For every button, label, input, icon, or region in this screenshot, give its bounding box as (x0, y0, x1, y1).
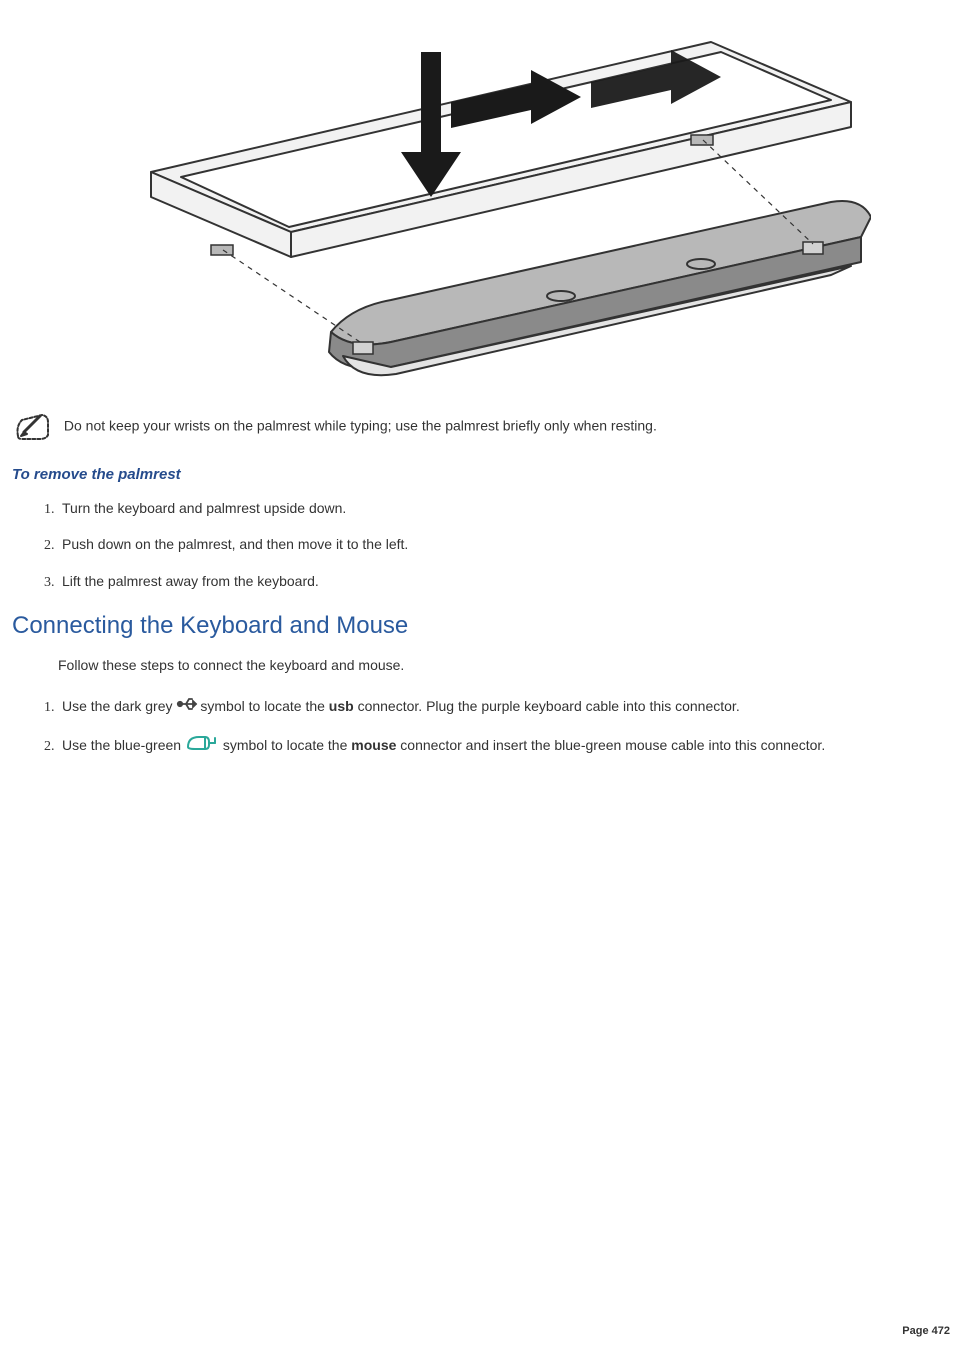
connect-step-2: Use the blue-green symbol to locate the … (58, 733, 950, 759)
palmrest-illustration (12, 22, 950, 392)
mouse-icon (185, 733, 219, 759)
step1-mid: symbol to locate the (200, 698, 328, 714)
usb-icon (176, 695, 200, 719)
connecting-intro: Follow these steps to connect the keyboa… (58, 654, 950, 676)
remove-step-3: Lift the palmrest away from the keyboard… (58, 570, 950, 592)
note-icon (12, 412, 54, 442)
step2-mid: symbol to locate the (219, 737, 351, 753)
note-line: Do not keep your wrists on the palmrest … (12, 412, 950, 442)
page-number: Page 472 (902, 1325, 950, 1337)
step1-pre: Use the dark grey (62, 698, 176, 714)
connecting-heading: Connecting the Keyboard and Mouse (12, 612, 950, 640)
remove-palmrest-heading: To remove the palmrest (12, 466, 950, 483)
connect-steps-list: Use the dark grey symbol to locate the u… (12, 695, 950, 760)
step1-bold: usb (329, 698, 354, 714)
step2-post: connector and insert the blue-green mous… (396, 737, 825, 753)
note-text: Do not keep your wrists on the palmrest … (64, 418, 657, 434)
remove-step-1: Turn the keyboard and palmrest upside do… (58, 497, 950, 519)
remove-steps-list: Turn the keyboard and palmrest upside do… (12, 497, 950, 592)
step2-pre: Use the blue-green (62, 737, 185, 753)
remove-step-2: Push down on the palmrest, and then move… (58, 533, 950, 555)
connect-step-1: Use the dark grey symbol to locate the u… (58, 695, 950, 719)
palmrest-diagram (91, 22, 871, 392)
step2-bold: mouse (351, 737, 396, 753)
step1-post: connector. Plug the purple keyboard cabl… (354, 698, 740, 714)
